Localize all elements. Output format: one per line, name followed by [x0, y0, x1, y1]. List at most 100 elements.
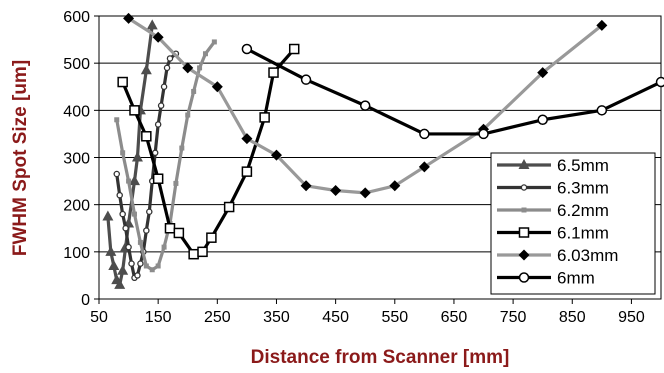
square-marker [129, 105, 140, 116]
series-line [246, 47, 662, 136]
triangle-marker [518, 159, 530, 169]
circle-marker [134, 272, 141, 279]
legend-label: 6.1mm [557, 224, 609, 243]
series-6mm [241, 43, 664, 140]
circle-marker [655, 76, 664, 88]
diamond-marker [359, 187, 371, 199]
legend-label: 6.03mm [557, 246, 618, 265]
circle-marker [137, 260, 144, 267]
square-marker [114, 117, 120, 123]
circle-marker [520, 184, 528, 191]
series-6.3mm [113, 50, 180, 282]
diamond-marker [241, 133, 253, 145]
x-tick-label: 50 [90, 309, 108, 326]
legend-item: 6.2mm [497, 201, 609, 220]
circle-marker [596, 105, 608, 116]
diamond-marker [389, 180, 401, 192]
circle-marker [241, 43, 253, 55]
legend-item: 6.5mm [497, 156, 609, 175]
circle-marker [113, 170, 120, 178]
x-tick-label: 550 [381, 309, 408, 326]
x-tick-label: 650 [441, 309, 468, 326]
square-marker [173, 180, 179, 186]
diamond-marker [123, 12, 135, 24]
circle-marker [154, 121, 162, 128]
square-marker [518, 227, 530, 238]
diamond-marker [211, 81, 223, 93]
square-marker [202, 51, 208, 57]
square-marker [173, 227, 185, 239]
square-marker [141, 131, 152, 142]
y-tick-label: 400 [63, 103, 90, 120]
circle-marker [119, 210, 126, 218]
diamond-marker [518, 249, 530, 261]
circle-marker [419, 128, 430, 140]
circle-marker [146, 208, 153, 215]
legend-label: 6.5mm [557, 156, 609, 175]
x-tick-label: 350 [263, 309, 290, 326]
square-marker [120, 150, 126, 156]
x-tick-label: 250 [204, 309, 231, 326]
square-marker [241, 166, 253, 177]
square-marker [149, 267, 155, 273]
circle-marker [518, 272, 530, 283]
x-tick-label: 150 [145, 309, 172, 326]
circle-marker [116, 191, 123, 199]
y-tick-label: 300 [63, 151, 90, 168]
diamond-marker [418, 161, 430, 173]
circle-marker [163, 64, 171, 72]
triangle-marker [140, 64, 152, 75]
legend-item: 6.1mm [497, 224, 609, 243]
legend-label: 6.3mm [557, 179, 609, 198]
triangle-marker [128, 175, 140, 186]
circle-marker [143, 227, 150, 234]
square-marker [188, 248, 199, 260]
square-marker [197, 65, 203, 71]
y-tick-label: 0 [81, 292, 90, 309]
triangle-marker [146, 19, 158, 30]
square-marker [131, 211, 137, 217]
series-6.1mm [117, 43, 300, 260]
legend: 6.5mm 6.3mm 6.2mm 6.1mm 6.03mm 6mm [490, 152, 656, 295]
y-tick-label: 500 [63, 56, 90, 73]
diamond-marker [537, 67, 549, 79]
circle-marker [160, 83, 168, 91]
square-marker [164, 223, 176, 234]
triangle-marker [114, 278, 126, 289]
square-marker [268, 67, 279, 78]
legend-box [490, 152, 656, 295]
legend-label: 6.2mm [557, 201, 609, 220]
circle-marker [300, 74, 312, 85]
circle-marker [166, 55, 174, 62]
circle-marker [125, 243, 132, 251]
y-axis-title: FWHM Spot Size [um] [10, 60, 31, 256]
square-marker [288, 43, 300, 55]
series-6.2mm [114, 39, 217, 273]
diamond-marker [330, 185, 342, 197]
x-tick-label: 950 [618, 309, 645, 326]
square-marker [185, 112, 191, 118]
square-marker [161, 244, 167, 250]
x-tick-label: 450 [322, 309, 349, 326]
square-marker [191, 88, 197, 94]
legend-item: 6mm [497, 269, 595, 288]
circle-marker [122, 224, 129, 232]
square-marker [521, 207, 527, 213]
circle-marker [151, 149, 159, 157]
x-tick-label: 750 [500, 309, 527, 326]
square-marker [137, 239, 143, 245]
y-tick-label: 200 [63, 198, 90, 215]
triangle-marker [108, 259, 120, 270]
x-tick-label: 850 [559, 309, 586, 326]
square-marker [117, 76, 128, 88]
circle-marker [478, 128, 489, 140]
circle-marker [157, 102, 165, 109]
series-layer [102, 12, 664, 289]
circle-marker [128, 260, 135, 267]
square-marker [197, 246, 208, 258]
diamond-marker [182, 62, 194, 74]
square-marker [143, 263, 149, 269]
triangle-marker [102, 210, 114, 221]
y-tick-label: 100 [63, 245, 90, 262]
